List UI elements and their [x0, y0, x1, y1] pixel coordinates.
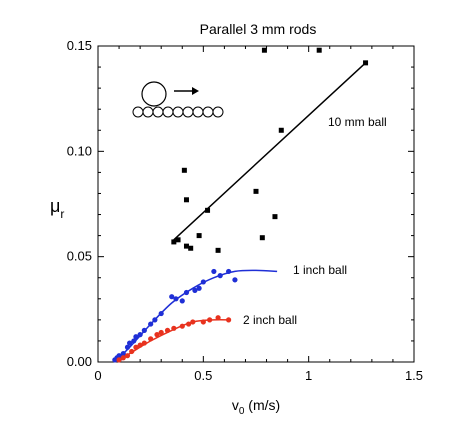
- data-point-series-1: [192, 287, 198, 293]
- y-tick-label: 0.15: [67, 38, 92, 53]
- y-tick-label: 0.05: [67, 249, 92, 264]
- data-point-series-1: [152, 317, 158, 323]
- axis-ticks: [97, 45, 415, 363]
- data-point-series-1: [124, 344, 131, 350]
- data-point-series-1: [120, 350, 126, 357]
- data-point-series-1: [141, 327, 147, 333]
- data-point-series-2: [207, 317, 213, 323]
- data-point-series-2: [154, 332, 160, 338]
- chart-title: Parallel 3 mm rods: [200, 21, 317, 37]
- fit-line-series-2: [114, 318, 231, 363]
- x-axis-label-unit: (m/s): [244, 397, 280, 413]
- data-point-series-1: [131, 338, 137, 344]
- data-point-series-2: [171, 325, 177, 331]
- y-axis-label-subscript: r: [60, 207, 64, 221]
- x-axis-label: v0 (m/s): [232, 397, 280, 417]
- fit-line-series-0: [173, 62, 367, 241]
- data-point-series-1: [127, 340, 133, 346]
- data-point-series-0: [196, 233, 202, 239]
- x-tick-label: 1.5: [405, 368, 423, 383]
- series-label-10mm-ball: 10 mm ball: [328, 115, 387, 129]
- data-point-series-1: [232, 277, 238, 283]
- series-label-2inch-ball: 2 inch ball: [243, 313, 297, 327]
- x-tick-labels: 0 0.5 1 1.5: [94, 368, 423, 383]
- data-point-series-1: [196, 285, 202, 291]
- data-point-series-2: [129, 348, 135, 355]
- ball-on-rods-diagram: [132, 81, 224, 118]
- data-point-series-0: [215, 247, 221, 253]
- data-point-series-1: [200, 279, 206, 285]
- data-point-series-2: [133, 344, 139, 350]
- x-axis-label-subscript: 0: [239, 406, 245, 417]
- data-point-series-0: [316, 47, 322, 53]
- data-point-series-2: [116, 357, 122, 363]
- data-point-series-1: [137, 332, 143, 338]
- data-point-series-2: [190, 319, 196, 325]
- x-tick-label: 0.5: [194, 368, 212, 383]
- y-axis-label-main: μ: [50, 196, 60, 216]
- y-tick-label: 0.00: [67, 354, 92, 369]
- data-points: [112, 47, 369, 363]
- data-point-series-0: [272, 214, 278, 220]
- y-axis-label: μr: [50, 196, 64, 221]
- data-point-series-2: [215, 315, 221, 321]
- diagram-rods: [132, 106, 224, 118]
- x-tick-label: 1: [305, 368, 312, 383]
- data-point-series-2: [137, 342, 143, 348]
- data-point-series-0: [171, 239, 177, 245]
- data-point-series-2: [120, 355, 126, 361]
- data-point-series-0: [183, 243, 189, 249]
- data-point-series-0: [181, 167, 187, 173]
- data-point-series-0: [183, 197, 189, 203]
- data-point-series-2: [200, 319, 206, 325]
- data-point-series-2: [141, 340, 147, 346]
- data-point-series-1: [158, 310, 164, 317]
- data-point-series-1: [217, 273, 223, 279]
- data-point-series-0: [205, 207, 211, 213]
- data-point-series-0: [188, 245, 194, 251]
- data-point-series-2: [179, 323, 185, 329]
- diagram-ball: [141, 81, 167, 107]
- data-point-series-2: [124, 353, 131, 359]
- y-tick-labels: 0.00 0.05 0.10 0.15: [67, 38, 92, 369]
- x-tick-label: 0: [94, 368, 101, 383]
- y-tick-label: 0.10: [67, 143, 92, 158]
- data-point-series-0: [175, 237, 181, 243]
- series-label-1inch-ball: 1 inch ball: [293, 263, 347, 277]
- data-point-series-1: [226, 268, 232, 275]
- data-point-series-1: [148, 321, 154, 327]
- data-point-series-1: [169, 294, 175, 300]
- data-point-series-2: [185, 321, 192, 327]
- fit-lines: [114, 62, 367, 363]
- data-point-series-1: [133, 334, 139, 340]
- data-point-series-0: [278, 127, 284, 133]
- data-point-series-0: [261, 47, 267, 53]
- data-point-series-0: [363, 60, 369, 66]
- data-point-series-0: [253, 188, 259, 194]
- x-axis-label-main: v: [232, 397, 239, 413]
- data-point-series-0: [259, 235, 265, 241]
- data-point-series-2: [148, 336, 154, 342]
- plot-frame: [97, 45, 415, 363]
- data-point-series-1: [183, 289, 190, 296]
- data-point-series-1: [211, 268, 217, 275]
- data-point-series-2: [226, 317, 232, 323]
- data-point-series-1: [179, 298, 185, 304]
- data-point-series-1: [173, 296, 179, 302]
- data-point-series-2: [164, 327, 171, 333]
- data-point-series-2: [158, 329, 164, 336]
- diagram-arrow-head: [192, 87, 199, 95]
